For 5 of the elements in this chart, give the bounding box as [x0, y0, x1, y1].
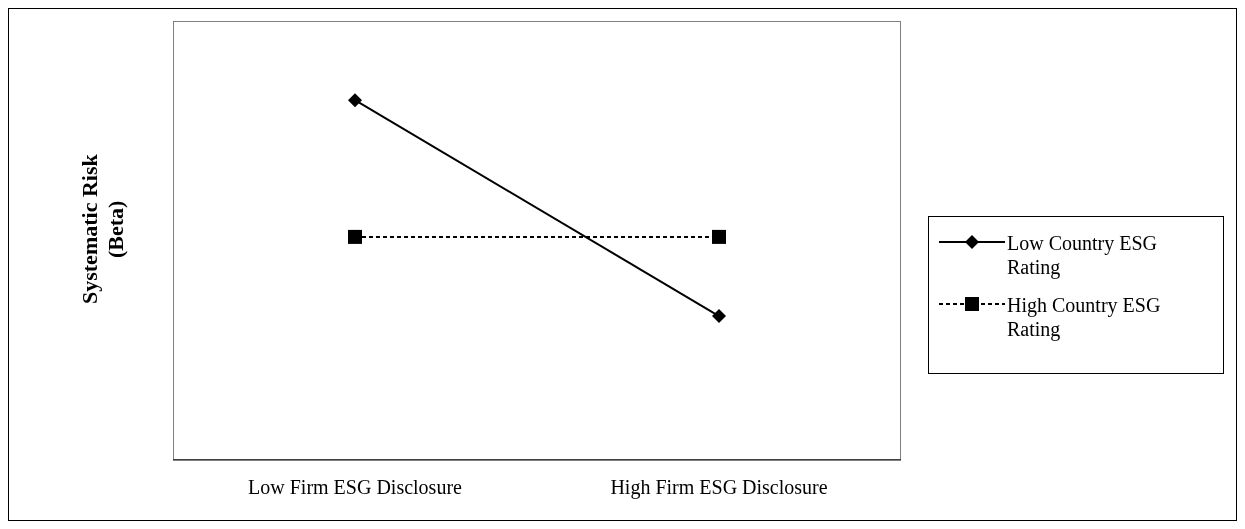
y-axis-title: Systematic Risk (Beta) — [76, 153, 129, 306]
x-tick-label: High Firm ESG Disclosure — [610, 476, 828, 500]
x-tick-label: Low Firm ESG Disclosure — [248, 476, 463, 499]
legend-label: Low Country ESG Rating — [1007, 231, 1158, 279]
legend-label: High Country ESG Rating — [1007, 293, 1162, 341]
